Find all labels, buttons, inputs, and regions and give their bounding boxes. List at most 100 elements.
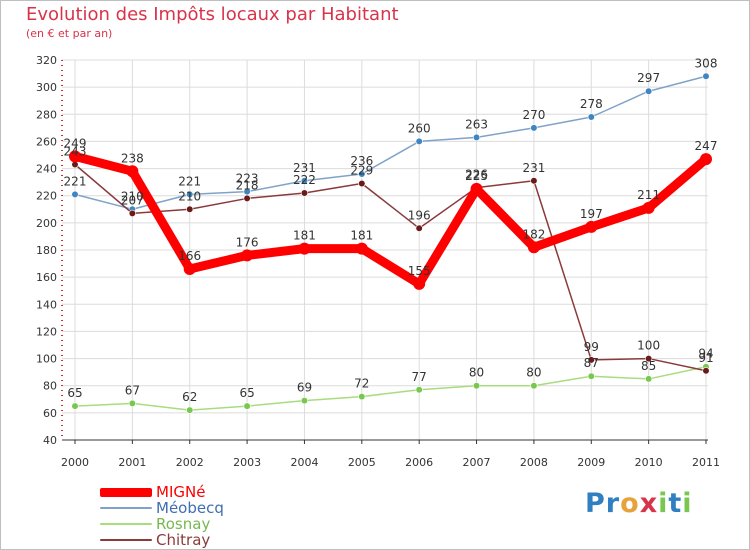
logo-letter: t xyxy=(668,488,683,519)
data-label-m-obecq: 278 xyxy=(580,97,603,111)
y-tick-label: 240 xyxy=(36,163,57,176)
data-label-rosnay: 72 xyxy=(354,377,369,391)
data-point-m-obecq xyxy=(358,170,366,178)
data-point-rosnay xyxy=(645,375,653,383)
chart-title: Evolution des Impôts locaux par Habitant xyxy=(26,4,399,25)
y-tick-label: 160 xyxy=(36,271,57,284)
data-label-rosnay: 85 xyxy=(641,359,656,373)
data-label-chitray: 222 xyxy=(293,173,316,187)
data-point-m-obecq xyxy=(645,87,653,95)
data-point-chitray xyxy=(415,224,423,232)
data-point-chitray xyxy=(128,209,136,217)
data-label-chitray: 231 xyxy=(522,161,545,175)
data-point-m-obecq xyxy=(587,113,595,121)
y-tick-label: 260 xyxy=(36,135,57,148)
series-line-chitray xyxy=(74,163,707,372)
y-tick-label: 220 xyxy=(36,190,57,203)
x-tick-label: 2002 xyxy=(176,456,204,469)
data-label-mign-: 155 xyxy=(408,264,431,278)
data-label-mign-: 181 xyxy=(350,229,373,243)
data-label-m-obecq: 236 xyxy=(350,154,373,168)
data-point-mign- xyxy=(355,242,368,255)
y-tick-label: 120 xyxy=(36,325,57,338)
data-point-mign- xyxy=(413,277,426,290)
data-point-chitray xyxy=(530,177,538,185)
data-point-mign- xyxy=(183,263,196,275)
data-point-mign- xyxy=(69,150,81,163)
x-tick-label: 2011 xyxy=(692,456,720,469)
legend-item-chitray: Chitray xyxy=(100,532,224,548)
y-tick-label: 300 xyxy=(36,81,57,94)
data-label-m-obecq: 223 xyxy=(236,172,259,186)
data-point-mign- xyxy=(470,182,483,195)
data-label-m-obecq: 221 xyxy=(64,174,87,188)
legend-label-chitray: Chitray xyxy=(156,531,211,549)
y-tick-label: 320 xyxy=(36,54,57,67)
data-label-rosnay: 65 xyxy=(67,386,82,400)
series-line-m-obecq xyxy=(74,75,707,211)
data-label-mign-: 176 xyxy=(236,235,259,249)
data-label-m-obecq: 221 xyxy=(178,174,201,188)
chart-subtitle: (en € et par an) xyxy=(26,27,113,40)
data-label-chitray: 243 xyxy=(64,145,87,159)
logo-letter: r xyxy=(605,488,621,519)
data-point-rosnay xyxy=(71,402,79,410)
data-label-chitray: 100 xyxy=(637,339,660,353)
data-point-mign- xyxy=(642,201,655,214)
data-label-chitray: 91 xyxy=(698,351,713,365)
data-label-rosnay: 80 xyxy=(469,366,484,380)
data-label-chitray: 218 xyxy=(236,178,259,192)
data-point-rosnay xyxy=(300,397,309,405)
legend-swatch-rosnay xyxy=(100,523,152,525)
data-label-mign-: 225 xyxy=(465,169,488,183)
series-line-rosnay xyxy=(74,365,707,411)
data-label-m-obecq: 308 xyxy=(695,56,718,70)
data-label-mign-: 166 xyxy=(178,249,201,263)
data-label-rosnay: 80 xyxy=(526,366,541,380)
legend-label-meobecq: Méobecq xyxy=(156,499,224,517)
data-label-rosnay: 62 xyxy=(182,390,197,404)
proxiti-logo: Proxiti xyxy=(585,488,693,519)
data-label-rosnay: 69 xyxy=(297,381,312,395)
y-tick-label: 80 xyxy=(43,380,57,393)
legend-item-meobecq: Méobecq xyxy=(100,500,224,516)
data-label-m-obecq: 263 xyxy=(465,117,488,131)
logo-letter: i xyxy=(658,488,669,519)
x-tick-label: 2009 xyxy=(577,456,605,469)
data-label-chitray: 99 xyxy=(584,340,599,354)
x-tick-label: 2006 xyxy=(405,456,433,469)
data-label-mign-: 247 xyxy=(695,139,718,153)
x-tick-label: 2008 xyxy=(520,456,548,469)
data-point-mign- xyxy=(585,220,598,233)
data-point-chitray xyxy=(587,356,595,364)
data-point-mign- xyxy=(700,153,712,166)
data-point-rosnay xyxy=(243,402,251,410)
y-tick-label: 200 xyxy=(36,217,57,230)
x-tick-label: 2007 xyxy=(463,456,491,469)
data-label-rosnay: 65 xyxy=(239,386,254,400)
legend-swatch-migne xyxy=(100,487,152,497)
data-label-rosnay: 87 xyxy=(584,356,599,370)
legend-item-rosnay: Rosnay xyxy=(100,516,224,532)
legend-label-migne: MIGNé xyxy=(156,483,206,501)
x-tick-label: 2000 xyxy=(61,456,89,469)
data-label-mign-: 181 xyxy=(293,229,316,243)
data-label-chitray: 229 xyxy=(350,164,373,178)
series-line-mign- xyxy=(70,151,711,289)
y-tick-label: 140 xyxy=(36,298,57,311)
data-point-chitray xyxy=(300,189,309,197)
data-point-m-obecq xyxy=(702,72,710,80)
data-point-mign- xyxy=(527,241,540,254)
data-label-rosnay: 94 xyxy=(698,347,713,361)
y-tick-label: 180 xyxy=(36,244,57,257)
data-label-m-obecq: 270 xyxy=(522,108,545,122)
data-label-chitray: 196 xyxy=(408,208,431,222)
data-point-m-obecq xyxy=(472,133,481,141)
data-label-rosnay: 67 xyxy=(125,383,140,397)
data-label-chitray: 207 xyxy=(121,193,144,207)
data-point-rosnay xyxy=(128,399,136,407)
logo-letter: o xyxy=(620,488,640,519)
data-point-chitray xyxy=(243,194,251,203)
